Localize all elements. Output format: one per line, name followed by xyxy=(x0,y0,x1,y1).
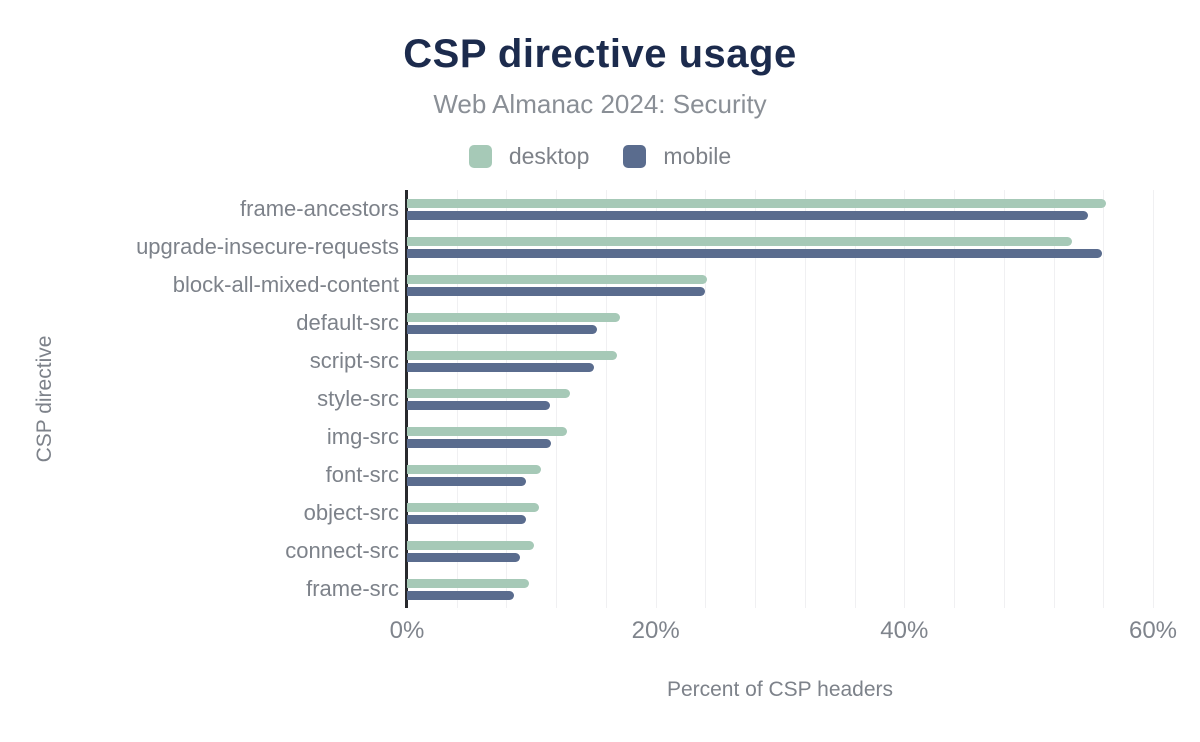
bar-row xyxy=(407,342,1153,380)
bar-desktop xyxy=(407,388,570,398)
bar-row xyxy=(407,494,1153,532)
legend: desktop mobile xyxy=(0,143,1200,170)
bar-mobile xyxy=(407,324,598,334)
x-tick-label: 0% xyxy=(389,617,425,644)
category-label: img-src xyxy=(326,424,399,449)
gridline xyxy=(1103,190,1105,608)
bar-desktop xyxy=(407,198,1106,208)
desktop-swatch-icon xyxy=(468,145,492,168)
gridline xyxy=(854,190,856,608)
chart-subtitle: Web Almanac 2024: Security xyxy=(433,89,767,119)
bar-row xyxy=(407,228,1153,266)
bar-desktop xyxy=(407,350,618,360)
gridline xyxy=(556,190,558,608)
category-label: frame-ancestors xyxy=(240,196,399,221)
bar-row xyxy=(407,456,1153,494)
bar-mobile xyxy=(407,590,514,600)
bar-desktop xyxy=(407,236,1073,246)
legend-label-desktop: desktop xyxy=(508,143,590,169)
gridline xyxy=(1053,190,1055,608)
x-tick-label: 20% xyxy=(631,617,680,644)
gridline xyxy=(705,190,707,608)
bar-row xyxy=(407,418,1153,456)
bar-row xyxy=(407,532,1153,570)
gridline xyxy=(655,190,657,608)
chart-title: CSP directive usage xyxy=(403,32,797,76)
bar-desktop xyxy=(407,578,529,588)
gridline xyxy=(506,190,508,608)
bar-row xyxy=(407,266,1153,304)
bar-mobile xyxy=(407,514,527,524)
gridline xyxy=(1153,190,1154,608)
legend-item-mobile: mobile xyxy=(623,143,731,170)
gridline xyxy=(804,190,806,608)
legend-item-desktop: desktop xyxy=(468,143,590,170)
bar-mobile xyxy=(407,552,521,562)
bar-row xyxy=(407,304,1153,342)
bar-desktop xyxy=(407,426,568,436)
bar-mobile xyxy=(407,286,706,296)
x-axis-title: Percent of CSP headers xyxy=(666,678,894,701)
category-label: default-src xyxy=(296,310,399,335)
bar-row xyxy=(407,570,1153,608)
category-label: font-src xyxy=(325,462,399,487)
gridline xyxy=(954,190,956,608)
bar-row xyxy=(407,380,1153,418)
bar-mobile xyxy=(407,362,594,372)
bar-desktop xyxy=(407,464,542,474)
bar-row xyxy=(407,190,1153,228)
mobile-swatch-icon xyxy=(623,145,647,168)
x-tick-label: 60% xyxy=(1128,617,1178,644)
bar-desktop xyxy=(407,312,620,322)
bar-rows xyxy=(407,190,1153,608)
category-label: block-all-mixed-content xyxy=(172,272,399,297)
x-tick-label: 40% xyxy=(880,617,929,644)
bar-mobile xyxy=(407,476,527,486)
gridline xyxy=(755,190,757,608)
bar-mobile xyxy=(407,400,550,410)
bar-desktop xyxy=(407,502,539,512)
category-label: upgrade-insecure-requests xyxy=(136,234,399,259)
bar-desktop xyxy=(407,540,534,550)
category-label: style-src xyxy=(317,386,399,411)
bar-mobile xyxy=(407,438,552,448)
x-axis-tick-labels: 0% 20% 40% 60% xyxy=(390,617,1177,647)
category-label: connect-src xyxy=(285,538,399,563)
bar-desktop xyxy=(407,274,707,284)
category-label: object-src xyxy=(303,500,399,525)
y-axis-title: CSP directive xyxy=(33,335,56,463)
gridline xyxy=(456,190,458,608)
legend-label-mobile: mobile xyxy=(663,143,732,169)
gridline xyxy=(605,190,607,608)
gridline xyxy=(904,190,906,608)
bar-mobile xyxy=(407,248,1103,258)
y-axis-category-labels: frame-ancestors upgrade-insecure-requests… xyxy=(130,190,399,608)
y-axis-line xyxy=(405,190,408,608)
plot-area xyxy=(405,190,1154,608)
category-label: script-src xyxy=(309,348,399,373)
category-label: frame-src xyxy=(306,576,399,601)
gridline xyxy=(1003,190,1005,608)
bar-mobile xyxy=(407,210,1089,220)
